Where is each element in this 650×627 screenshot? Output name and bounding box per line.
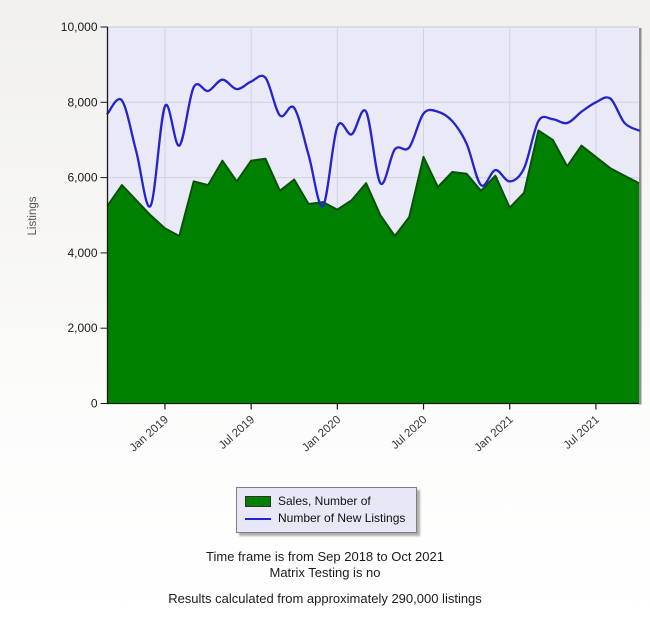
x-tick-label: Jan 2019 (128, 414, 171, 455)
legend-item-new-listings: Number of New Listings (245, 510, 405, 527)
axes (106, 27, 639, 405)
legend-label-new-listings: Number of New Listings (278, 511, 406, 525)
sales-area-edge (106, 129, 640, 237)
new-listings-line-swatch (245, 517, 271, 520)
x-tick-label: Jan 2020 (300, 414, 343, 455)
results-count-text: Results calculated from approximately 29… (168, 591, 482, 606)
legend-label-sales: Sales, Number of (278, 494, 371, 508)
x-tick-label: Jul 2021 (562, 414, 602, 452)
y-tick-label: 0 (91, 397, 98, 411)
timeframe-text: Time frame is from Sep 2018 to Oct 2021 (206, 549, 444, 564)
y-axis: 0 2,000 4,000 6,000 8,000 10,000 (61, 20, 108, 411)
x-tick-label: Jul 2020 (389, 414, 429, 452)
new-listings-line (106, 74, 641, 208)
listings-area-chart: 0 2,000 4,000 6,000 8,000 10,000 Jan 2019 Jul 2… (27, 20, 642, 455)
y-tick-label: 2,000 (67, 321, 97, 335)
y-axis-title: Listings (27, 196, 39, 235)
y-tick-label: 8,000 (67, 95, 97, 109)
x-tick-label: Jul 2019 (217, 414, 257, 452)
legend-item-sales: Sales, Number of (245, 493, 405, 510)
x-axis: Jan 2019 Jul 2019 Jan 2020 Jul 2020 Jan 2021… (128, 403, 602, 455)
plot-right-shadow (639, 28, 642, 405)
y-tick-label: 4,000 (67, 246, 97, 260)
matrix-testing-text: Matrix Testing is no (269, 565, 381, 580)
y-tick-label: 10,000 (61, 20, 98, 34)
chart-legend: Sales, Number of Number of New Listings (236, 487, 418, 533)
sales-area-swatch (245, 496, 271, 507)
sales-area (107, 130, 639, 404)
x-tick-label: Jan 2021 (473, 414, 516, 455)
y-tick-label: 6,000 (67, 171, 97, 185)
